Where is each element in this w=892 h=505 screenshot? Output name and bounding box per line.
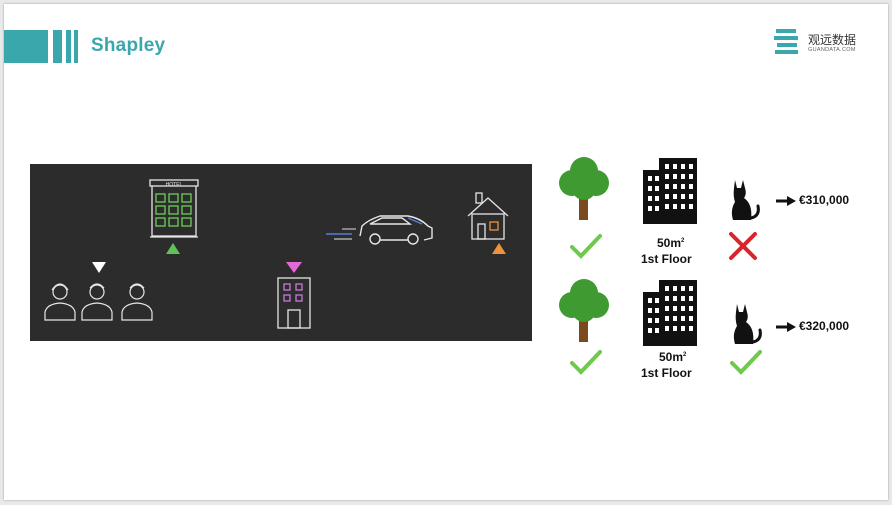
tree-icon <box>559 157 609 220</box>
comparison-row-2: 50m2 1st Floor €320,000 <box>553 276 883 386</box>
building-icon <box>277 277 311 329</box>
header-bar-stripe <box>74 30 78 63</box>
apartment-size: 50m2 <box>659 350 687 364</box>
check-icon <box>570 234 602 259</box>
logo-name: 观远数据 <box>808 33 857 47</box>
check-icon <box>570 350 602 375</box>
slide: Shapley 观远数据 GUANDATA.COM <box>4 4 888 500</box>
car-icon <box>326 215 433 245</box>
slide-title: Shapley <box>91 35 166 56</box>
guandata-logo: 观远数据 GUANDATA.COM <box>774 26 864 62</box>
tree-icon <box>559 279 609 342</box>
people-icon <box>44 283 153 321</box>
arrow-right-icon <box>776 196 796 206</box>
apartment-floor: 1st Floor <box>641 252 692 266</box>
marker-orange <box>492 243 506 254</box>
marker-magenta <box>286 262 302 273</box>
check-icon <box>730 350 762 375</box>
header-bar-stripe <box>66 30 71 63</box>
cross-icon <box>729 232 757 260</box>
cat-icon <box>731 180 760 220</box>
price-label: €320,000 <box>799 319 850 333</box>
arrow-right-icon <box>776 322 796 332</box>
apartment-floor: 1st Floor <box>641 366 692 380</box>
logo-domain: GUANDATA.COM <box>808 47 856 53</box>
marker-white <box>92 262 106 273</box>
hotel-icon <box>149 179 199 238</box>
office-building-icon <box>643 158 697 224</box>
shapley-illustration: HOTEL <box>30 164 532 341</box>
price-label: €310,000 <box>799 193 850 207</box>
comparison-row-1: 50m2 1st Floor €310,000 <box>553 152 883 266</box>
header-bar-stripe <box>53 30 62 63</box>
cat-icon <box>733 304 762 344</box>
apartment-size: 50m2 <box>657 236 685 250</box>
office-building-icon <box>643 280 697 346</box>
stacked-bars-logo-icon <box>774 29 798 54</box>
house-icon <box>467 192 509 240</box>
hotel-sign: HOTEL <box>166 182 183 188</box>
header-bar-main <box>4 30 48 63</box>
marker-green <box>166 243 180 254</box>
